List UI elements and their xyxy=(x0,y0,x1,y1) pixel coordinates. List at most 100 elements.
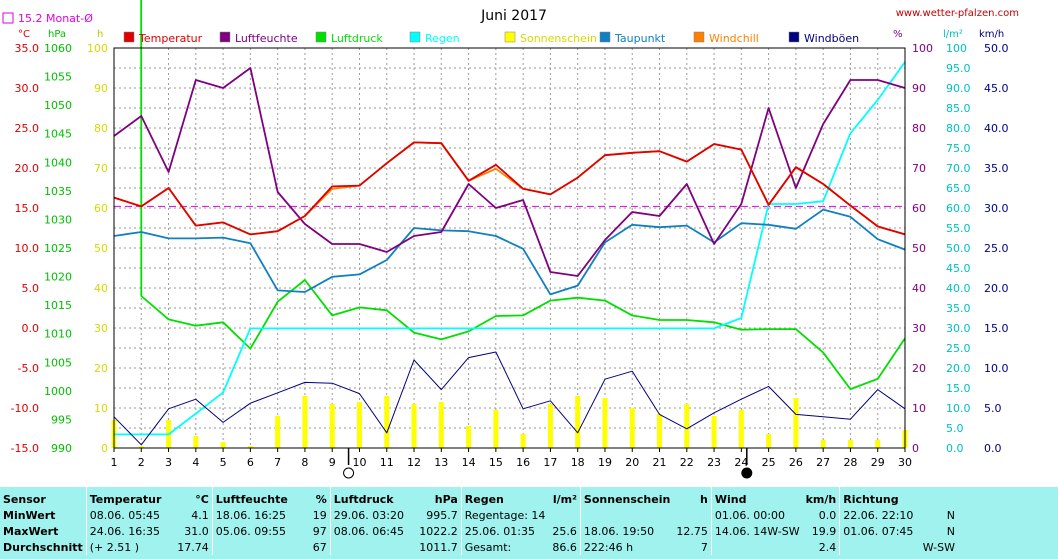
stats-max-temp-val: 31.0 xyxy=(184,524,209,538)
stats-press-header: Luftdruck xyxy=(329,487,417,507)
sunshine-bar xyxy=(302,396,308,448)
rain-tick-label: 50.0 xyxy=(946,242,971,255)
rain-tick-label: 25.0 xyxy=(946,342,971,355)
stats-temp-unit: °C xyxy=(195,492,209,506)
temp-tick-label: 0.0 xyxy=(22,322,40,335)
day-tick-label: 17 xyxy=(543,456,557,469)
stats-sun-unit: h xyxy=(699,492,708,506)
stats-avg-press-val: 1011.7 xyxy=(419,540,458,554)
day-tick-label: 15 xyxy=(489,456,503,469)
wind-tick-label: 15.0 xyxy=(984,322,1009,335)
stats-min-hum-val: 19 xyxy=(312,508,327,522)
stats-avg-press-time xyxy=(329,539,417,555)
day-tick-label: 12 xyxy=(407,456,421,469)
legend-label: Temperatur xyxy=(138,32,203,45)
humidity-tick-label: 50 xyxy=(912,242,926,255)
stats-min-temp-time: 08.06. 05:45 xyxy=(85,507,175,523)
day-tick-label: 14 xyxy=(462,456,476,469)
day-tick-label: 26 xyxy=(789,456,803,469)
unit-hours: h xyxy=(97,29,103,40)
day-tick-label: 22 xyxy=(680,456,694,469)
pressure-tick-label: 1025 xyxy=(44,242,72,255)
sunshine-bar xyxy=(575,396,581,448)
series-line-luftdruck xyxy=(140,0,906,391)
day-tick-label: 5 xyxy=(220,456,227,469)
hours-tick-label: 0 xyxy=(101,442,108,455)
series-line-windböen xyxy=(113,351,906,446)
humidity-tick-label: 30 xyxy=(912,322,926,335)
humidity-tick-label: 20 xyxy=(912,362,926,375)
temp-tick-label: -15.0 xyxy=(11,442,39,455)
hours-tick-label: 10 xyxy=(94,402,108,415)
day-tick-label: 21 xyxy=(653,456,667,469)
legend-label: Sonnenschein xyxy=(520,32,597,45)
sunshine-bar xyxy=(684,404,690,448)
pressure-tick-label: 1060 xyxy=(44,42,72,55)
stats-min-temp-val: 4.1 xyxy=(191,508,209,522)
stats-avg-wind-val: 2.4 xyxy=(818,540,837,554)
stats-avg-rain-val: 86.6 xyxy=(552,540,577,554)
wind-tick-label: 10.0 xyxy=(984,362,1009,375)
sunshine-bar xyxy=(329,404,335,448)
stats-avg-rain-text: Gesamt: xyxy=(460,539,549,555)
new-moon-icon xyxy=(741,467,753,479)
sunshine-bar xyxy=(766,434,772,448)
legend-label: Luftfeuchte xyxy=(235,32,298,45)
stats-max-hum-val: 97 xyxy=(312,524,327,538)
rain-tick-label: 85.0 xyxy=(946,102,971,115)
sunshine-bar xyxy=(629,408,635,448)
month-mean-icon xyxy=(2,12,14,24)
pressure-tick-label: 1055 xyxy=(44,71,72,84)
site-url[interactable]: www.wetter-pfalzen.com xyxy=(896,8,1019,19)
pressure-tick-label: 1035 xyxy=(44,185,72,198)
pressure-tick-label: 995 xyxy=(51,413,72,426)
legend-label: Luftdruck xyxy=(331,32,383,45)
temp-tick-label: 35.0 xyxy=(15,42,40,55)
sunshine-bar xyxy=(193,436,199,448)
hours-tick-label: 60 xyxy=(94,202,108,215)
temp-tick-label: 30.0 xyxy=(15,82,40,95)
day-tick-label: 23 xyxy=(707,456,721,469)
legend-swatch xyxy=(409,31,421,43)
stats-max-rain-text: 25.06. 01:35 xyxy=(460,523,549,539)
legend-label: Regen xyxy=(425,32,460,45)
sunshine-bar xyxy=(493,410,499,448)
sunshine-bar xyxy=(220,442,226,448)
pressure-tick-label: 1005 xyxy=(44,356,72,369)
wind-tick-label: 45.0 xyxy=(984,82,1009,95)
chart-title: Juni 2017 xyxy=(480,8,547,24)
sunshine-bar xyxy=(711,416,717,448)
rain-tick-label: 60.0 xyxy=(946,202,971,215)
hours-tick-label: 40 xyxy=(94,282,108,295)
series-line-taupunkt xyxy=(113,208,906,296)
legend-label: Windböen xyxy=(804,32,859,45)
rain-tick-label: 45.0 xyxy=(946,262,971,275)
series-line-luftfeuchte xyxy=(113,67,906,277)
stats-min-rain-text: Regentage: 14 xyxy=(460,507,549,523)
sunshine-bar xyxy=(520,434,526,448)
stats-min-hum-time: 18.06. 16:25 xyxy=(211,507,301,523)
sunshine-bar xyxy=(847,440,853,448)
weather-chart: 35.030.025.020.015.010.05.00.0-5.0-10.0-… xyxy=(2,0,1019,479)
legend-swatch xyxy=(219,31,231,43)
legend-swatch xyxy=(504,31,516,43)
legend-swatch xyxy=(123,31,135,43)
day-tick-label: 9 xyxy=(329,456,336,469)
stats-min-rain-val xyxy=(548,507,580,523)
stats-avg-temp-val: 17.74 xyxy=(177,540,209,554)
rain-tick-label: 20.0 xyxy=(946,362,971,375)
stats-min-row: MinWert 08.06. 05:45 4.1 18.06. 16:25 19… xyxy=(0,507,958,523)
wind-tick-label: 25.0 xyxy=(984,242,1009,255)
stats-min-press-val: 995.7 xyxy=(426,508,458,522)
day-tick-label: 16 xyxy=(516,456,530,469)
pressure-tick-label: 990 xyxy=(51,442,72,455)
stats-min-sun-val xyxy=(673,507,711,523)
unit-rain: l/m² xyxy=(943,29,963,40)
sunshine-bar xyxy=(438,402,444,448)
sunshine-bar xyxy=(657,414,663,448)
sunshine-bar xyxy=(247,446,253,448)
stats-temp-header: Temperatur xyxy=(85,487,175,507)
pressure-tick-label: 1040 xyxy=(44,156,72,169)
sunshine-bar xyxy=(356,402,362,448)
sunshine-bars xyxy=(111,396,908,448)
